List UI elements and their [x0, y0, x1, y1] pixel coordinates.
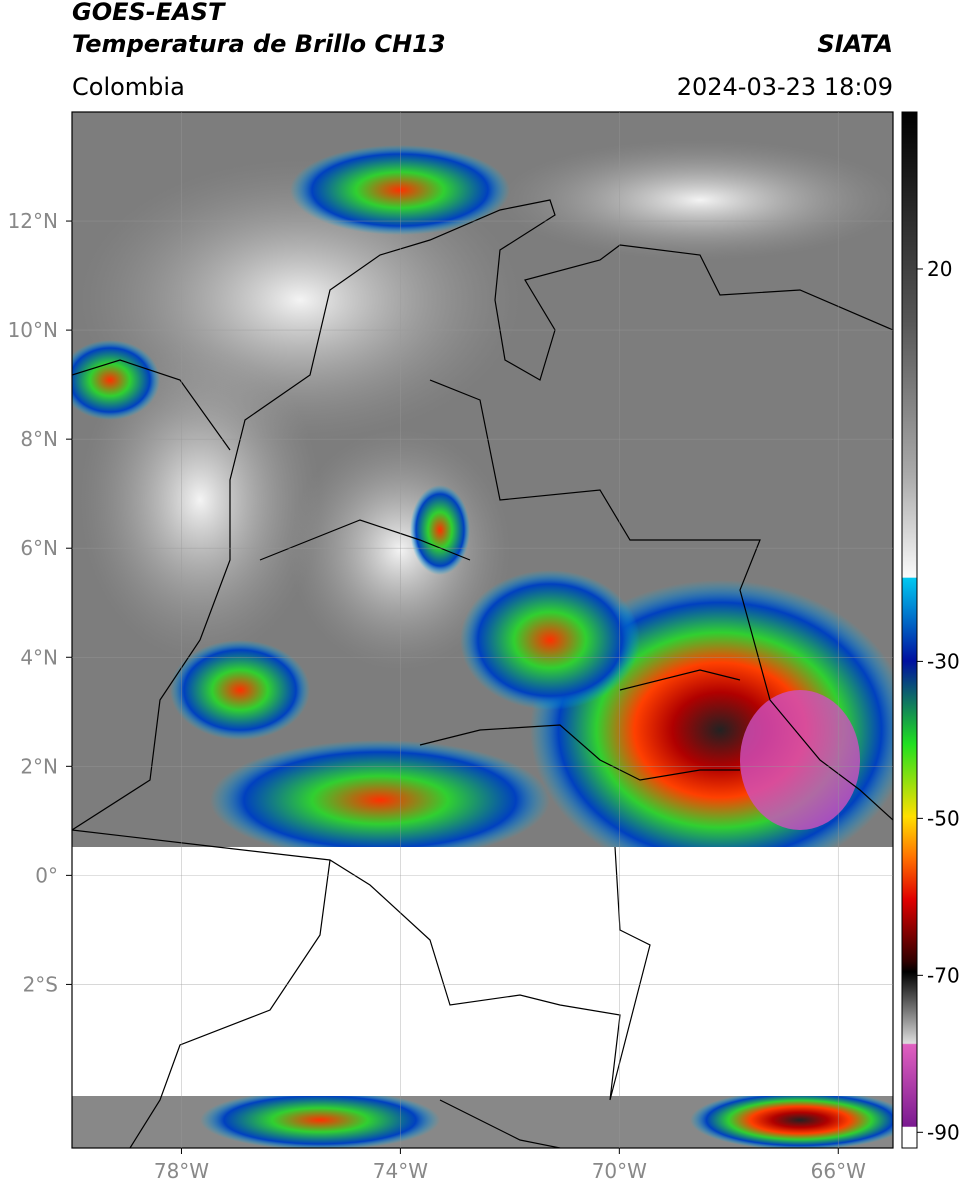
storm — [290, 145, 510, 235]
cloud — [80, 340, 320, 660]
storm-core — [740, 690, 860, 830]
border — [419, 724, 740, 781]
colorbar-label: -90 — [927, 1120, 960, 1144]
x-tick-label: 78°W — [154, 1159, 209, 1183]
x-tick-label: 70°W — [592, 1159, 647, 1183]
y-tick-label: 8°N — [20, 427, 58, 451]
y-tick-label: 10°N — [8, 318, 58, 342]
colorbar-label: 20 — [927, 257, 952, 281]
source: SIATA — [817, 30, 893, 58]
storm — [72, 340, 160, 420]
storm — [200, 1090, 440, 1148]
storm — [460, 570, 640, 710]
datetime: 2024-03-23 18:09 — [677, 73, 893, 101]
storm — [690, 1090, 893, 1148]
cloud — [500, 140, 893, 260]
y-tick-label: 12°N — [8, 209, 58, 233]
border — [259, 519, 471, 561]
no-data-band — [72, 847, 893, 1096]
map-frame — [71, 111, 894, 1149]
y-tick-label: 2°S — [23, 972, 58, 996]
x-tick-label: 74°W — [373, 1159, 428, 1183]
y-tick-label: 2°N — [20, 754, 58, 778]
storm — [410, 485, 470, 575]
region: Colombia — [72, 73, 185, 101]
storm — [170, 640, 310, 740]
y-tick-label: 4°N — [20, 645, 58, 669]
border — [439, 1099, 561, 1148]
coastline — [129, 859, 331, 1148]
cloud — [290, 430, 510, 670]
colorbar-label: -50 — [927, 806, 960, 830]
imagery — [72, 112, 893, 1148]
colorbar-label: -30 — [927, 649, 960, 673]
coastline — [72, 199, 893, 831]
colorbar — [901, 111, 918, 1149]
title: GOES-EAST — [72, 0, 226, 26]
coastline — [72, 359, 231, 451]
storm — [210, 740, 550, 860]
subtitle: Temperatura de Brillo CH13 — [72, 30, 446, 58]
borders — [72, 199, 893, 1148]
x-tick-label: 66°W — [811, 1159, 866, 1183]
y-tick-label: 6°N — [20, 536, 58, 560]
border — [429, 379, 893, 821]
y-tick-label: 0° — [35, 863, 58, 887]
border — [619, 669, 741, 691]
colorbar-label: -70 — [927, 963, 960, 987]
